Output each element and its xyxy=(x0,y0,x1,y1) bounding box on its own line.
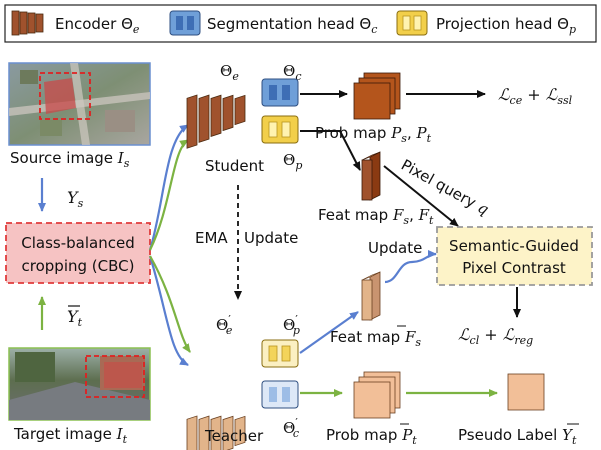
target-to-teacher-arrow xyxy=(149,255,191,353)
encoder-legend-icon xyxy=(11,10,44,36)
student-encoder-theta: Θe xyxy=(220,62,239,83)
ema-update-label: Update xyxy=(244,229,298,247)
student-prob-map-label: Prob map Ps, Pt xyxy=(315,124,432,145)
pixel-query-arrow xyxy=(383,165,459,227)
target-image xyxy=(8,347,151,421)
target-image-caption: Target image It xyxy=(13,425,128,446)
teacher-encoder xyxy=(186,415,246,450)
cbc-box: Class-balanced cropping (CBC) xyxy=(5,222,151,284)
teacher-prob-map xyxy=(353,371,401,419)
source-to-teacher-arrow xyxy=(148,255,189,366)
cbc-line1: Class-balanced xyxy=(21,234,134,252)
source-image xyxy=(8,62,151,146)
teacher-segmentation-head xyxy=(261,380,299,409)
teacher-proj-theta: Θ′ p xyxy=(283,313,300,337)
segmentation-head-legend-icon xyxy=(169,10,201,36)
sgpc-line2: Pixel Contrast xyxy=(462,259,566,277)
sgpc-line1: Semantic-Guided xyxy=(449,237,579,255)
teacher-feat-map xyxy=(361,271,381,321)
legend: Encoder Θe Segmentation head Θc Projecti… xyxy=(4,4,597,43)
student-segmentation-head xyxy=(261,78,299,107)
teacher-encoder-theta: Θ′ e xyxy=(216,313,233,337)
projection-head-legend-icon xyxy=(396,10,428,36)
student-feat-map-label: Feat map Fs, Ft xyxy=(318,206,434,227)
pseudo-label-box xyxy=(507,373,545,411)
source-crop-box xyxy=(39,72,91,120)
ema-label: EMA xyxy=(195,229,228,247)
sgpc-box: Semantic-Guided Pixel Contrast xyxy=(436,226,593,286)
proj-to-featmap-arrow xyxy=(300,130,361,171)
target-to-student-arrow xyxy=(149,139,189,251)
source-label-text: Ys xyxy=(67,188,84,210)
teacher-feat-map-label: Feat map Fs xyxy=(330,328,421,349)
legend-frame xyxy=(4,4,597,43)
student-proj-theta: Θp xyxy=(283,151,302,172)
segmentation-head-legend-label: Segmentation head Θc xyxy=(207,15,377,36)
student-encoder xyxy=(186,94,246,149)
update-label: Update xyxy=(368,239,422,257)
source-image-caption: Source image Is xyxy=(10,149,130,170)
teacher-prob-map-label: Prob map Pt xyxy=(326,426,417,447)
projection-head-legend-label: Projection head Θp xyxy=(436,15,576,36)
target-crop-box xyxy=(85,355,145,398)
student-seg-theta: Θc xyxy=(283,62,301,83)
encoder-legend-label: Encoder Θe xyxy=(55,15,140,36)
pseudo-label-caption: Pseudo Label Yt xyxy=(458,426,577,447)
student-projection-head xyxy=(261,115,299,144)
cbc-line2: cropping (CBC) xyxy=(22,257,135,275)
update-arrow xyxy=(384,250,437,284)
student-feat-map xyxy=(361,151,381,201)
target-label-text: Yt xyxy=(67,307,83,329)
loss-bottom: ℒcl + ℒreg xyxy=(458,325,533,347)
teacher-label: Teacher xyxy=(204,427,264,445)
loss-top: ℒce + ℒssl xyxy=(498,85,573,107)
teacher-seg-theta: Θ′ c xyxy=(283,416,299,440)
student-prob-map xyxy=(353,72,401,120)
teacher-proj-to-featmap-arrow xyxy=(299,311,359,354)
source-to-student-arrow xyxy=(148,124,189,251)
student-label: Student xyxy=(205,157,264,175)
teacher-projection-head xyxy=(261,339,299,368)
